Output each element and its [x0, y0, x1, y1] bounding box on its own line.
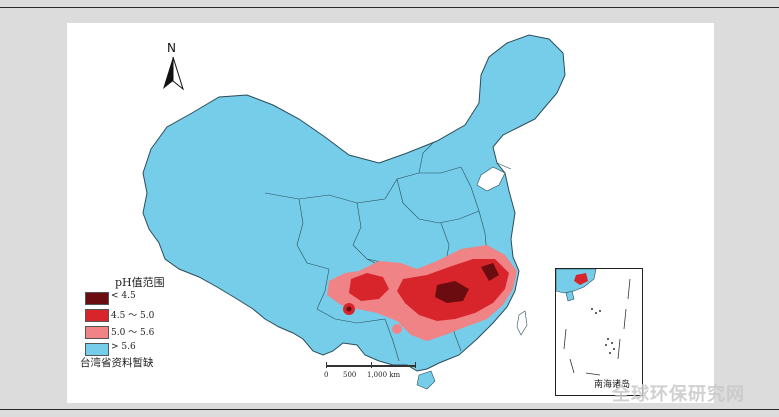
taiwan-data-note: 台湾省资料暂缺 [80, 357, 154, 369]
legend-swatch [85, 343, 109, 356]
north-arrow-icon [163, 56, 184, 91]
watermark: 全球环保研究网 [612, 384, 745, 405]
scale-label-1000: 1,000 km [367, 371, 401, 379]
zone-below-4-5-east [481, 263, 499, 281]
zone-below-4-5 [435, 281, 469, 303]
scale-label-500: 500 [343, 371, 357, 379]
scale-tick [415, 362, 416, 368]
bohai-sea [476, 166, 506, 192]
legend-label: 5.0 ～ 5.6 [111, 328, 155, 338]
legend-item: > 5.6 [85, 342, 195, 357]
legend-label: > 5.6 [111, 342, 136, 352]
legend-label: 4.5 ～ 5.0 [111, 311, 155, 321]
inset-map [556, 269, 631, 376]
legend-swatch [85, 292, 109, 305]
china-map [142, 34, 566, 390]
legend-item: 5.0 ～ 5.6 [85, 326, 195, 340]
scale-tick [371, 362, 372, 368]
legend-item: 4.5 ～ 5.0 [85, 309, 195, 323]
china-landmass [142, 34, 566, 372]
zone-spot-sichuan-core [346, 306, 352, 312]
north-arrow: N [160, 41, 186, 93]
bottom-rule [0, 409, 779, 410]
north-label: N [167, 41, 176, 55]
legend-item: < 4.5 [85, 291, 195, 306]
zone-4-5-to-5-0-west [349, 273, 389, 301]
legend-title: pH值范围 [115, 276, 165, 289]
inset-label: 南海诸岛 [594, 380, 631, 390]
legend-swatch [85, 309, 109, 322]
zone-spot-guangxi [392, 324, 402, 334]
map-panel: N 南海诸岛 0 500 1,0 [67, 23, 714, 403]
scale-tick [326, 362, 327, 368]
acid-rain-zones [327, 245, 517, 341]
taiwan-island [516, 310, 528, 336]
legend-swatch [85, 326, 109, 339]
top-rule [0, 7, 779, 8]
scale-label-0: 0 [324, 371, 329, 379]
legend-label: < 4.5 [111, 291, 136, 301]
hainan-island [416, 370, 436, 390]
scale-bar: 0 500 1,000 km [323, 362, 416, 384]
south-china-sea-inset: 南海诸岛 [555, 268, 643, 396]
